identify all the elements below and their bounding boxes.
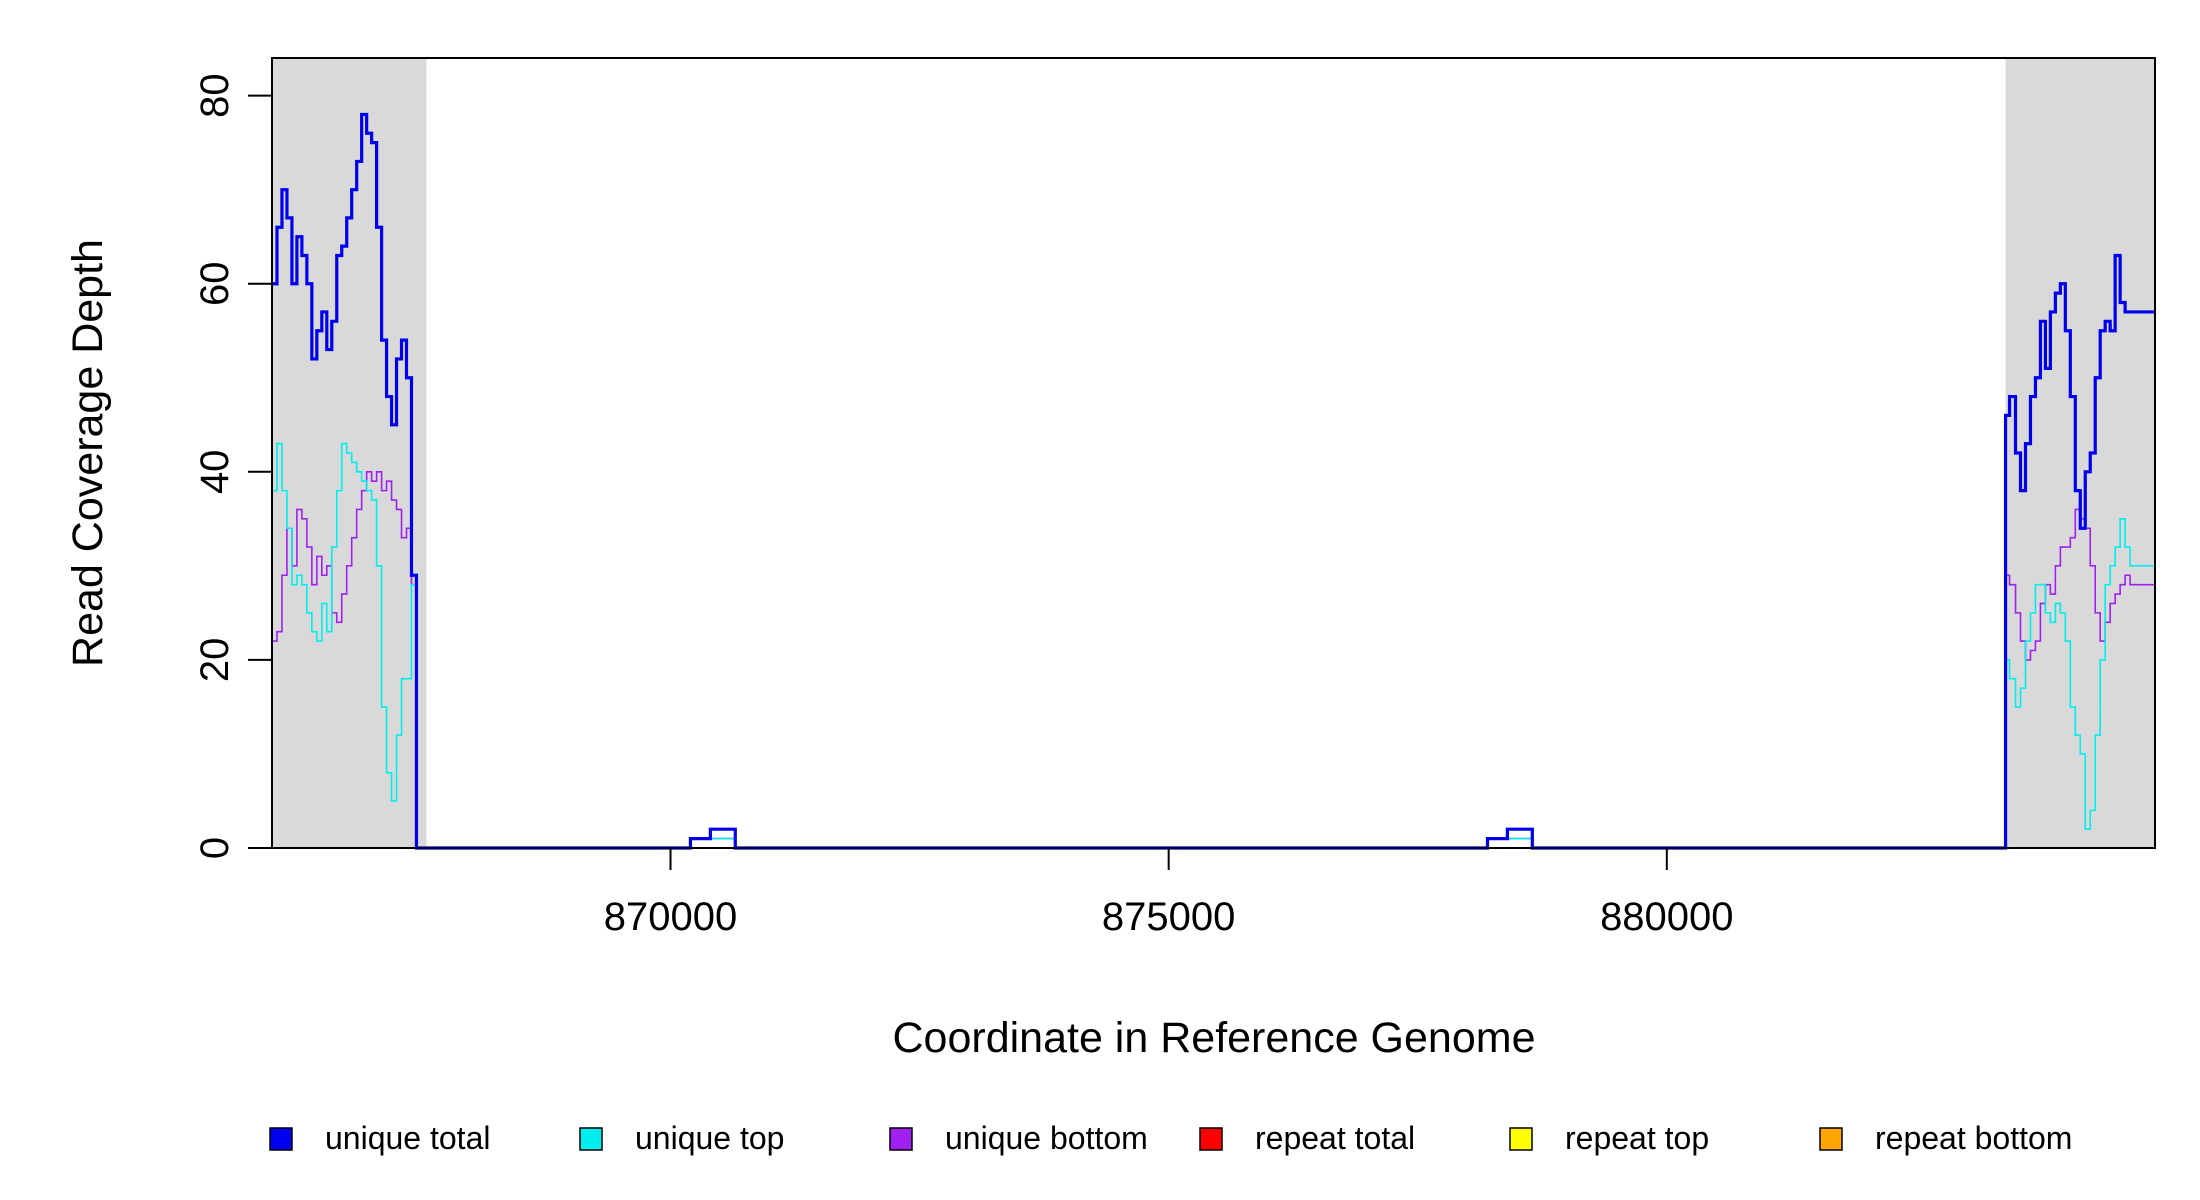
legend-swatch-unique-bottom [889,1127,913,1151]
x-tick-label: 870000 [604,895,737,939]
y-tick-label: 60 [193,261,237,306]
legend-swatch-repeat-top [1509,1127,1533,1151]
legend-label-repeat-bottom: repeat bottom [1875,1120,2072,1156]
legend-swatch-unique-total [269,1127,293,1151]
series-lines [272,112,2155,850]
legend-label-unique-bottom: unique bottom [945,1120,1148,1156]
y-tick-label: 40 [193,450,237,495]
x-axis-title: Coordinate in Reference Genome [893,1014,1536,1062]
shaded-regions [272,58,2155,848]
legend-swatch-unique-top [579,1127,603,1151]
x-axis: 870000 875000 880000 [604,848,1734,939]
legend-label-unique-total: unique total [325,1120,490,1156]
y-axis-title: Read Coverage Depth [64,239,112,667]
plot-frame [271,57,2156,849]
legend-label-repeat-total: repeat total [1255,1120,1415,1156]
series-line-unique-top [272,442,2155,849]
shaded-region-1 [2005,58,2155,848]
x-tick-label: 875000 [1102,895,1235,939]
y-tick-label: 80 [193,73,237,118]
series-line-unique-total [272,112,2155,850]
legend-label-repeat-top: repeat top [1565,1120,1709,1156]
legend-swatch-repeat-bottom [1819,1127,1843,1151]
legend: unique total unique top unique bottom repea… [269,1120,2072,1156]
y-axis: 0 20 40 60 80 [193,73,272,859]
legend-label-unique-top: unique top [635,1120,784,1156]
legend-swatch-repeat-total [1199,1127,1223,1151]
y-tick-label: 0 [193,837,237,859]
x-tick-label: 880000 [1600,895,1733,939]
y-tick-label: 20 [193,638,237,683]
series-line-unique-bottom [272,471,2155,849]
